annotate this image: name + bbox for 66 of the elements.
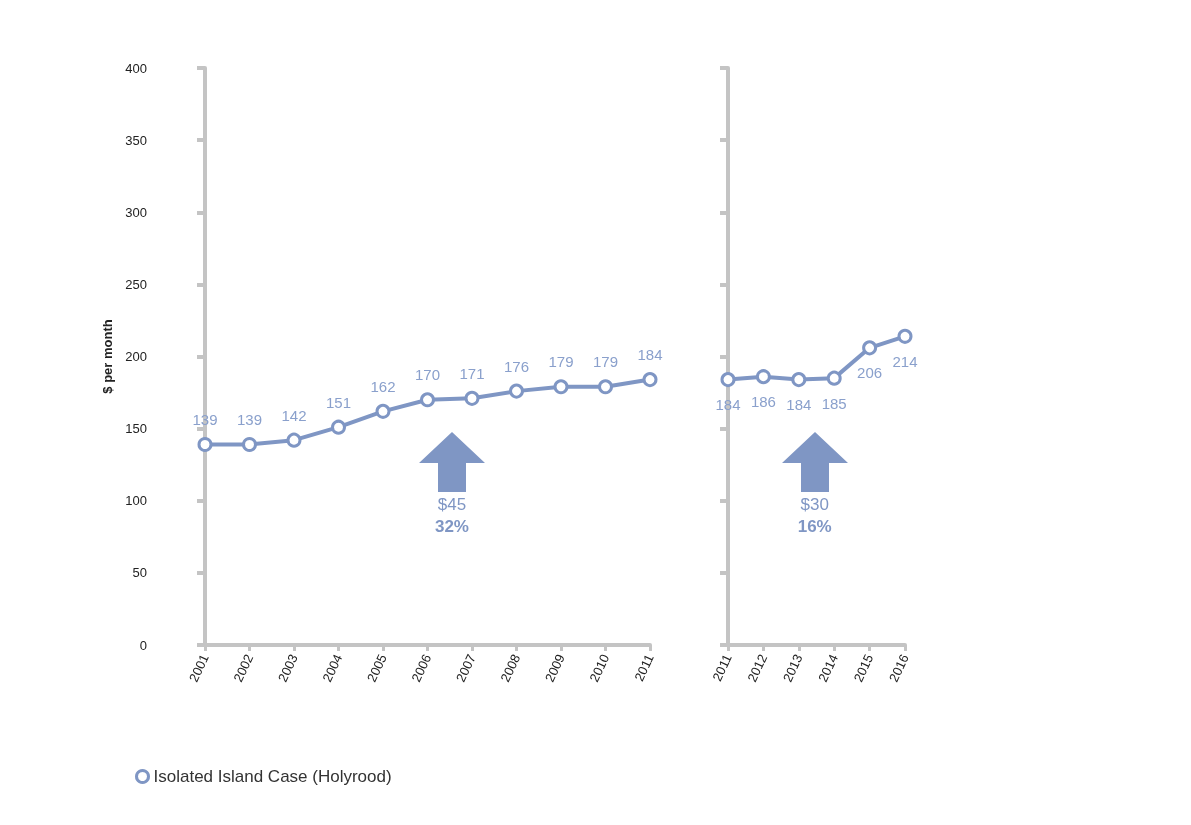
data-label: 176 bbox=[503, 357, 530, 375]
x-tick-label: 2016 bbox=[885, 651, 912, 685]
point bbox=[598, 379, 613, 395]
annotation: $45 bbox=[436, 495, 468, 515]
point bbox=[553, 379, 569, 395]
annotation: 16% bbox=[796, 517, 833, 537]
point bbox=[197, 437, 213, 452]
point bbox=[420, 392, 435, 408]
x-tick-label: 2006 bbox=[408, 651, 435, 685]
point bbox=[791, 372, 807, 388]
data-label: 142 bbox=[281, 406, 307, 424]
annotation: 32% bbox=[433, 517, 470, 537]
point bbox=[375, 403, 391, 419]
data-label: 179 bbox=[592, 353, 619, 371]
point bbox=[642, 372, 658, 388]
x-tick-label: 2008 bbox=[497, 651, 524, 685]
x-tick-label: 2009 bbox=[541, 651, 568, 685]
data-label: 162 bbox=[370, 377, 396, 395]
x-tick-label: 2003 bbox=[274, 651, 301, 685]
point bbox=[897, 328, 913, 344]
data-label: 171 bbox=[459, 364, 485, 382]
point bbox=[286, 432, 302, 448]
y-tick-label: 300 bbox=[125, 204, 147, 220]
data-label: 214 bbox=[892, 352, 918, 370]
data-label: 206 bbox=[857, 364, 883, 382]
y-tick-label: 350 bbox=[125, 132, 147, 148]
legend-label: Isolated Island Case (Holyrood) bbox=[153, 767, 392, 786]
data-label: 139 bbox=[236, 410, 263, 428]
y-tick-label: 250 bbox=[125, 276, 147, 292]
x-tick-label: 2002 bbox=[230, 651, 257, 685]
y-tick-label: 200 bbox=[125, 349, 147, 364]
x-tick-label: 2010 bbox=[586, 651, 613, 685]
data-label: 184 bbox=[637, 346, 663, 364]
point bbox=[720, 372, 736, 388]
point bbox=[242, 437, 257, 452]
point bbox=[755, 369, 771, 385]
point bbox=[509, 383, 524, 399]
point bbox=[464, 390, 480, 406]
x-tick-label: 2005 bbox=[363, 651, 390, 685]
y-tick-label: 0 bbox=[139, 637, 147, 653]
data-label: 184 bbox=[786, 396, 812, 414]
point bbox=[331, 419, 346, 435]
x-tick-label: 2001 bbox=[185, 651, 212, 685]
data-label: 184 bbox=[715, 396, 741, 414]
x-tick-label: 2004 bbox=[319, 651, 346, 685]
point bbox=[862, 340, 878, 356]
point bbox=[826, 370, 842, 386]
y-axis-title: $ per month bbox=[100, 319, 116, 394]
data-label: 139 bbox=[192, 410, 218, 428]
y-tick-label: 50 bbox=[132, 565, 147, 581]
x-tick-label: 2011 bbox=[631, 651, 657, 684]
data-label: 170 bbox=[414, 366, 441, 384]
x-tick-label: 2011 bbox=[709, 651, 735, 684]
data-label: 179 bbox=[548, 353, 574, 371]
data-label: 151 bbox=[325, 393, 352, 411]
y-tick-label: 150 bbox=[125, 421, 147, 437]
data-label: 186 bbox=[750, 393, 776, 411]
x-tick-label: 2015 bbox=[850, 651, 877, 685]
x-tick-label: 2014 bbox=[815, 651, 841, 685]
y-tick-label: 400 bbox=[125, 60, 147, 76]
x-tick-label: 2007 bbox=[452, 651, 479, 685]
annotation: $30 bbox=[799, 495, 830, 515]
x-tick-label: 2013 bbox=[779, 651, 806, 685]
y-tick-label: 100 bbox=[125, 493, 147, 509]
data-label: 185 bbox=[821, 394, 847, 412]
x-tick-label: 2012 bbox=[744, 651, 771, 685]
